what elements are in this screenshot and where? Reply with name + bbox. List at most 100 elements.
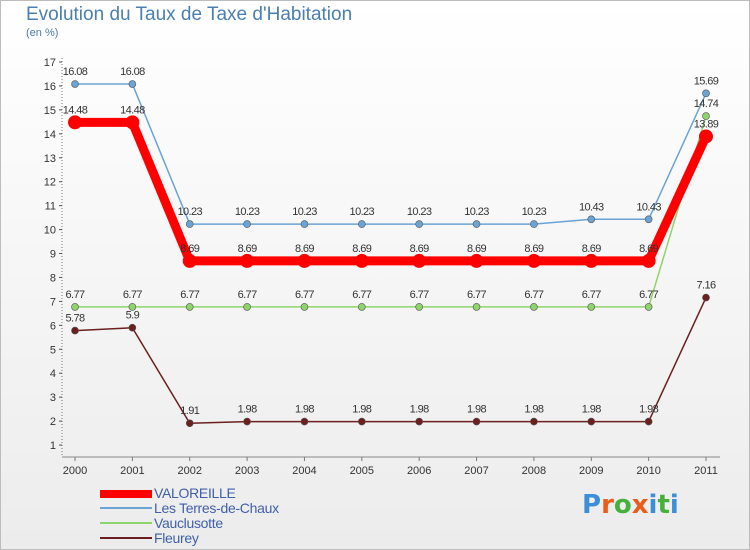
- data-label-fleurey: 1.98: [352, 404, 371, 416]
- data-point-valoreille: [641, 253, 656, 268]
- x-tick-label: 2007: [464, 465, 488, 477]
- series-line-valoreille: [70, 117, 711, 266]
- data-point-fleurey: [472, 417, 481, 426]
- y-tick-label: 2: [50, 416, 56, 428]
- y-tick-label: 10: [44, 225, 56, 237]
- data-point-vauclusotte: [128, 303, 137, 311]
- data-label-vauclusotte: 6.77: [295, 289, 314, 301]
- x-tick-label: 2005: [350, 465, 374, 477]
- legend-label: Fleurey: [154, 530, 199, 546]
- data-point-les-terres-de-chaux: [71, 80, 79, 88]
- data-point-vauclusotte: [358, 303, 366, 311]
- data-point-fleurey: [702, 293, 710, 302]
- data-label-fleurey: 1.98: [410, 404, 429, 416]
- legend-swatch-valoreille: [100, 490, 152, 498]
- data-point-fleurey: [644, 417, 653, 426]
- data-label-fleurey: 1.91: [180, 405, 199, 417]
- data-label-valoreille: 8.69: [352, 243, 371, 255]
- data-label-les-terres-de-chaux: 10.23: [292, 206, 317, 218]
- data-point-les-terres-de-chaux: [300, 220, 309, 228]
- data-label-fleurey: 1.98: [467, 404, 486, 416]
- legend-item-les-terres-de-chaux: Les Terres-de-Chaux: [100, 500, 340, 516]
- y-tick-label: 11: [45, 201, 56, 213]
- data-point-valoreille: [354, 253, 369, 268]
- data-label-valoreille: 8.69: [410, 243, 429, 255]
- data-point-valoreille: [699, 129, 713, 144]
- data-label-vauclusotte: 6.77: [123, 289, 142, 301]
- legend-item-fleurey: Fleurey: [100, 530, 340, 546]
- data-point-vauclusotte: [185, 303, 194, 311]
- y-tick-label: 16: [44, 81, 56, 93]
- logo-letter: i: [648, 490, 658, 520]
- x-tick-label: 2003: [235, 465, 259, 477]
- y-tick-label: 1: [50, 440, 56, 452]
- data-label-valoreille: 8.69: [467, 243, 486, 255]
- data-point-vauclusotte: [530, 303, 538, 311]
- y-tick-label: 15: [44, 105, 56, 117]
- data-label-valoreille: 8.69: [238, 243, 257, 255]
- data-label-vauclusotte: 6.77: [180, 289, 199, 301]
- x-tick-label: 2000: [63, 465, 87, 477]
- y-tick-label: 7: [50, 296, 56, 308]
- x-tick-label: 2006: [407, 465, 431, 477]
- data-label-vauclusotte: 6.77: [352, 289, 371, 301]
- data-point-valoreille: [125, 115, 140, 130]
- logo-letter: t: [657, 490, 670, 520]
- legend-label: VALOREILLE: [154, 485, 236, 501]
- data-label-vauclusotte: 14.74: [694, 98, 719, 110]
- series-line-fleurey: [74, 296, 707, 424]
- data-point-vauclusotte: [644, 303, 653, 311]
- data-label-fleurey: 5.78: [65, 313, 84, 325]
- data-label-vauclusotte: 6.77: [65, 289, 84, 301]
- legend-item-vauclusotte: Vauclusotte: [100, 515, 340, 531]
- y-tick-label: 4: [50, 368, 56, 380]
- data-point-fleurey: [71, 326, 79, 335]
- chart-title: Evolution du Taux de Taxe d'Habitation: [26, 4, 353, 25]
- y-tick-label: 9: [50, 249, 56, 261]
- logo-letter: r: [601, 490, 614, 520]
- data-point-fleurey: [300, 417, 309, 426]
- data-label-vauclusotte: 6.77: [410, 289, 429, 301]
- data-point-fleurey: [530, 417, 538, 426]
- y-tick-label: 14: [44, 129, 56, 141]
- data-label-fleurey: 1.98: [524, 404, 543, 416]
- data-point-les-terres-de-chaux: [358, 220, 366, 228]
- logo-letter: o: [613, 490, 632, 520]
- data-point-valoreille: [297, 253, 312, 268]
- data-point-valoreille: [182, 253, 197, 268]
- y-tick-label: 17: [44, 57, 56, 69]
- data-label-vauclusotte: 6.77: [238, 289, 257, 301]
- x-tick-label: 2008: [522, 465, 546, 477]
- legend-swatch-fleurey: [100, 537, 152, 539]
- data-label-les-terres-de-chaux: 10.43: [579, 201, 604, 213]
- data-label-valoreille: 8.69: [524, 243, 543, 255]
- data-point-les-terres-de-chaux: [185, 220, 194, 228]
- data-label-les-terres-de-chaux: 16.08: [63, 66, 88, 78]
- data-point-vauclusotte: [702, 112, 710, 120]
- data-point-valoreille: [68, 115, 82, 130]
- y-tick-label: 5: [50, 344, 56, 356]
- data-label-valoreille: 14.48: [120, 104, 145, 116]
- x-tick-label: 2002: [177, 465, 201, 477]
- data-label-fleurey: 1.98: [238, 404, 257, 416]
- data-label-les-terres-de-chaux: 10.23: [464, 206, 489, 218]
- y-tick-label: 12: [44, 177, 56, 189]
- data-point-les-terres-de-chaux: [472, 220, 481, 228]
- y-tick-label: 13: [44, 153, 56, 165]
- data-label-les-terres-de-chaux: 10.23: [235, 206, 260, 218]
- data-point-fleurey: [358, 417, 366, 426]
- data-point-valoreille: [240, 253, 255, 268]
- x-tick-label: 2011: [694, 465, 718, 477]
- data-label-valoreille: 13.89: [694, 118, 719, 130]
- data-label-vauclusotte: 6.77: [582, 289, 601, 301]
- logo-letter: x: [631, 490, 649, 520]
- data-label-les-terres-de-chaux: 16.08: [120, 66, 145, 78]
- legend-label: Vauclusotte: [154, 515, 223, 531]
- y-tick-label: 3: [50, 392, 56, 404]
- data-point-valoreille: [584, 253, 599, 268]
- legend-label: Les Terres-de-Chaux: [154, 500, 279, 516]
- series-line-les-terres-de-chaux: [74, 83, 707, 225]
